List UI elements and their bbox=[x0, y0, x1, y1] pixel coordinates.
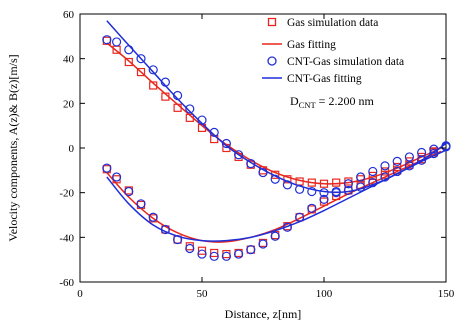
data-point-circle bbox=[148, 65, 158, 75]
data-point-circle bbox=[368, 166, 378, 177]
legend-marker-cnt-data bbox=[267, 56, 277, 66]
data-point-circle bbox=[246, 159, 256, 169]
y-tick-label: 40 bbox=[63, 54, 75, 66]
data-point-circle bbox=[234, 150, 244, 160]
data-point-square bbox=[332, 178, 341, 187]
data-point-circle bbox=[356, 172, 366, 182]
data-point-circle bbox=[307, 186, 317, 197]
data-point-square bbox=[222, 249, 231, 259]
x-tick-label: 150 bbox=[438, 288, 455, 300]
x-tick-label: 100 bbox=[316, 288, 333, 300]
data-point-circle bbox=[221, 251, 231, 261]
fit-line-series-2 bbox=[106, 42, 442, 185]
plot-frame bbox=[79, 13, 447, 283]
legend-marker-gas-data bbox=[267, 17, 277, 27]
ticks-layer: 0 50 100 150 -60 -40 -20 0 20 40 60 bbox=[59, 9, 454, 300]
data-point-square bbox=[210, 248, 219, 258]
data-point-circle bbox=[102, 35, 112, 45]
fit-line-series-3 bbox=[106, 150, 442, 243]
fit-line-series-7 bbox=[106, 149, 447, 242]
y-tick-label: -40 bbox=[59, 232, 74, 244]
data-point-square bbox=[136, 67, 146, 77]
diameter-annotation: DCNT = 2.200 nm bbox=[290, 94, 374, 110]
data-point-circle bbox=[343, 179, 353, 189]
data-point-circle bbox=[307, 203, 317, 213]
data-point-square bbox=[124, 57, 133, 67]
data-point-circle bbox=[197, 249, 207, 259]
data-point-square bbox=[185, 242, 194, 251]
data-point-circle bbox=[111, 37, 122, 47]
x-axis-title: Distance, z[nm] bbox=[225, 307, 302, 321]
data-point-circle bbox=[392, 156, 402, 166]
data-point-circle bbox=[258, 239, 268, 249]
data-point-circle bbox=[136, 54, 146, 64]
series-layer bbox=[102, 20, 451, 261]
data-point-circle bbox=[270, 231, 280, 241]
y-tick-label: 60 bbox=[63, 9, 75, 21]
y-tick-label: 0 bbox=[69, 143, 75, 155]
annotation-value: = 2.200 nm bbox=[316, 94, 375, 108]
data-point-circle bbox=[185, 104, 195, 114]
data-point-circle bbox=[404, 152, 414, 162]
data-point-circle bbox=[380, 161, 390, 171]
y-tick-label: 20 bbox=[63, 98, 75, 110]
x-tick-label: 0 bbox=[77, 288, 83, 300]
data-point-circle bbox=[417, 147, 427, 158]
data-point-circle bbox=[221, 138, 231, 149]
legend-label-cnt-fitting: CNT-Gas fitting bbox=[287, 73, 362, 85]
data-point-circle bbox=[209, 127, 219, 137]
y-tick-label: -60 bbox=[59, 277, 74, 289]
data-point-circle bbox=[124, 186, 134, 197]
legend: Gas simulation data Gas fitting CNT-Gas … bbox=[262, 17, 404, 85]
data-point-circle bbox=[234, 249, 244, 259]
data-point-circle bbox=[102, 163, 112, 173]
data-point-circle bbox=[136, 199, 146, 209]
data-point-circle bbox=[148, 212, 158, 222]
legend-label-gas-fitting: Gas fitting bbox=[287, 39, 336, 51]
data-point-circle bbox=[111, 172, 122, 182]
data-point-square bbox=[197, 246, 207, 255]
legend-label-gas-data: Gas simulation data bbox=[287, 17, 378, 29]
legend-label-cnt-data: CNT-Gas simulation data bbox=[287, 56, 404, 68]
data-point-circle bbox=[124, 45, 134, 55]
data-point-circle bbox=[246, 245, 256, 255]
y-axis-title: Velocity components, A(z)& B(z)[m/s] bbox=[6, 54, 20, 241]
y-tick-label: -20 bbox=[59, 188, 74, 200]
annotation-subscript: CNT bbox=[299, 100, 317, 110]
data-point-circle bbox=[185, 243, 195, 254]
x-tick-label: 50 bbox=[197, 288, 209, 300]
data-point-circle bbox=[319, 194, 329, 204]
data-point-circle bbox=[209, 251, 219, 261]
annotation-prefix: D bbox=[290, 94, 299, 108]
